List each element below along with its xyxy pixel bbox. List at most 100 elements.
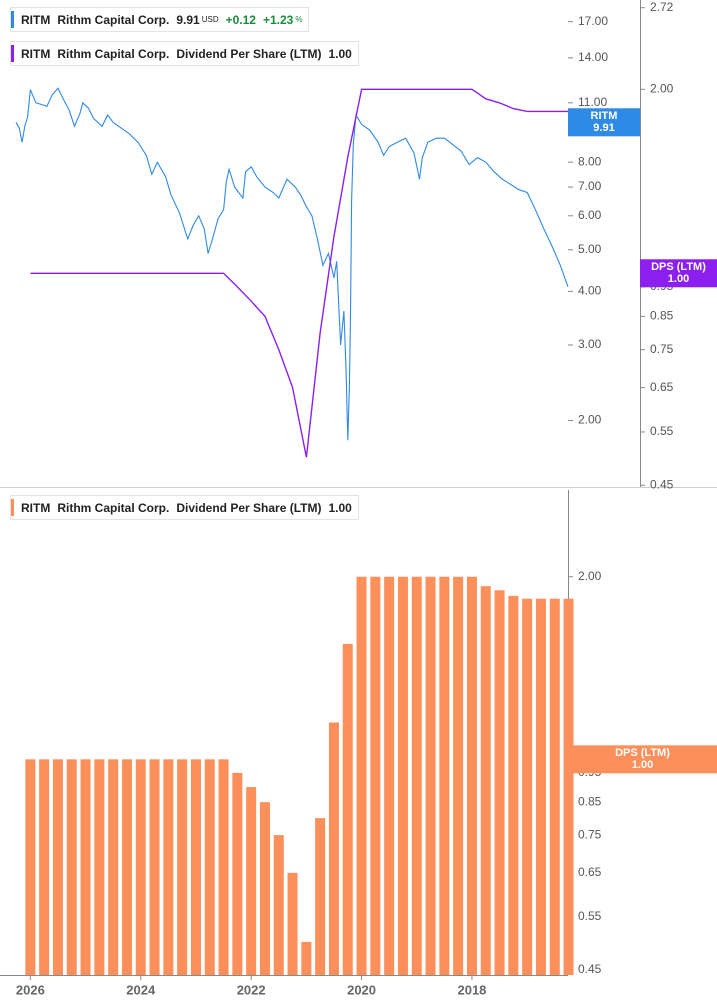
legend-symbol: RITM [21, 46, 51, 61]
bar [384, 576, 395, 975]
legend-symbol: RITM [21, 500, 51, 515]
badge-value: 1.00 [668, 273, 689, 285]
y-tick-label: 0.85 [578, 794, 602, 808]
legend-pct-sign: % [295, 15, 303, 24]
legend-swatch [11, 11, 14, 28]
legend-company: Rithm Capital Corp. [57, 500, 170, 515]
y-tick-label: 14.00 [578, 50, 608, 64]
y-tick-label: 4.00 [578, 284, 602, 298]
y-tick-label: 2.72 [650, 0, 674, 14]
x-tick-label: 2026 [16, 982, 45, 997]
y-tick-label: 0.75 [650, 342, 674, 356]
badge-label: RITM [591, 110, 618, 122]
bar [232, 772, 243, 975]
bar [39, 759, 50, 975]
bar [80, 759, 91, 975]
x-tick-label: 2024 [126, 982, 156, 997]
y-tick-label: 0.65 [578, 865, 602, 879]
bar [342, 643, 353, 975]
legend-company: Rithm Capital Corp. [57, 46, 170, 61]
legend-company: Rithm Capital Corp. [57, 12, 170, 27]
bar [563, 598, 574, 975]
bar [218, 759, 229, 975]
x-tick-label: 2022 [237, 982, 266, 997]
bar [273, 835, 284, 975]
series-line [15, 87, 569, 441]
bar [535, 598, 546, 975]
y-tick-label: 2.00 [578, 413, 602, 427]
legend-value: 9.91 [176, 12, 200, 27]
bar [453, 576, 464, 975]
bar [246, 787, 257, 975]
bar [328, 722, 339, 975]
y-tick-label: 5.00 [578, 242, 602, 256]
legend-unit: USD [201, 15, 219, 24]
bar [25, 759, 36, 975]
y-tick-label: 0.55 [578, 909, 602, 923]
bar [494, 590, 505, 975]
bar [411, 576, 422, 975]
legend-change-pct: +1.23 [262, 12, 294, 27]
badge-label: DPS (LTM) [615, 747, 670, 759]
bar [108, 759, 119, 975]
bar [549, 598, 560, 975]
bar [466, 576, 477, 975]
y-tick-label: 0.45 [578, 962, 602, 976]
bar [259, 802, 270, 975]
bar [177, 759, 188, 975]
price-badge [568, 108, 640, 137]
bar [163, 759, 174, 975]
bar [508, 595, 519, 975]
badge-label: DPS (LTM) [651, 261, 706, 273]
legend-change: +0.12 [225, 12, 256, 27]
legend-metric: Dividend Per Share (LTM) [176, 46, 322, 61]
bar [425, 576, 436, 975]
bar [439, 576, 450, 975]
y-tick-label: 8.00 [578, 154, 602, 168]
legend-value: 1.00 [328, 500, 352, 515]
y-tick-label: 0.45 [650, 477, 674, 491]
y-tick-label: 2.00 [578, 569, 602, 583]
x-tick-label: 2020 [347, 982, 376, 997]
y-tick-label: 0.75 [578, 827, 602, 841]
y-tick-label: 7.00 [578, 179, 602, 193]
price-badge [568, 745, 717, 774]
legend-swatch [11, 499, 14, 516]
bar [301, 941, 312, 975]
y-tick-label: 2.00 [650, 81, 674, 95]
bar [356, 576, 367, 975]
y-tick-label: 0.55 [650, 424, 674, 438]
legend-value: 1.00 [328, 46, 352, 61]
legend-dps-line: RITM Rithm Capital Corp. Dividend Per Sh… [10, 41, 359, 66]
bar [397, 576, 408, 975]
y-tick-label: 6.00 [578, 208, 602, 222]
bar [52, 759, 63, 975]
legend-metric: Dividend Per Share (LTM) [176, 500, 322, 515]
bar [135, 759, 146, 975]
bar [149, 759, 160, 975]
bar [370, 576, 381, 975]
y-tick-label: 3.00 [578, 337, 602, 351]
bar [315, 818, 326, 975]
y-tick-label: 0.85 [650, 309, 674, 323]
legend-symbol: RITM [21, 12, 51, 27]
bar [522, 598, 533, 975]
badge-value: 9.91 [593, 122, 614, 134]
y-tick-label: 11.00 [578, 95, 607, 109]
badge-value: 1.00 [632, 759, 653, 771]
legend-swatch [11, 45, 14, 62]
y-tick-label: 17.00 [578, 14, 608, 28]
legend-price: RITM Rithm Capital Corp. 9.91 USD +0.12 … [10, 7, 310, 32]
x-tick-label: 2018 [457, 982, 486, 997]
bar [480, 586, 491, 975]
bar [190, 759, 201, 975]
bar [121, 759, 132, 975]
legend-dps-bar: RITM Rithm Capital Corp. Dividend Per Sh… [10, 495, 359, 520]
series-line [30, 88, 569, 458]
bar [287, 872, 298, 975]
bar [94, 759, 105, 975]
y-tick-label: 0.65 [650, 380, 674, 394]
bar [66, 759, 77, 975]
